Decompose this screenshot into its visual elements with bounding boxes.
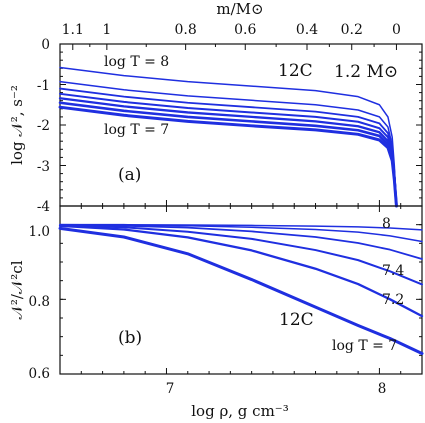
- series-line-b-2: [59, 224, 423, 260]
- y-tick-label: -2: [37, 118, 50, 134]
- panel-label-b: (b): [118, 328, 142, 348]
- series-line-a-2: [59, 87, 398, 207]
- y-tick-label: 0.8: [29, 294, 50, 310]
- x-tick-label: 8: [378, 381, 387, 397]
- top-tick-label: 0.8: [175, 22, 197, 38]
- series-line-a-6: [58, 105, 398, 208]
- top-axis-title: m/M⊙: [216, 0, 263, 18]
- panel-label-a: (a): [118, 165, 141, 185]
- panel-a: 1.1 1 0.8 0.6 0.4 0.2 0 0 -1 -2 -3 -4 lo…: [8, 22, 423, 215]
- x-axis-title: log ρ, g cm⁻³: [191, 402, 288, 420]
- series-line-a-5: [58, 101, 398, 208]
- panel-b-frame: [59, 205, 423, 375]
- curve-label-7-2: 7.2: [382, 292, 404, 308]
- top-tick-label: 0.2: [341, 22, 363, 38]
- top-tick-label: 1: [102, 22, 111, 38]
- top-tick-label: 0: [392, 22, 401, 38]
- panel-a-y-axis-title: log 𝒩², s⁻²: [8, 85, 26, 165]
- y-tick-label: -3: [37, 159, 50, 175]
- series-line-b-4: [58, 224, 424, 318]
- series-line-a-3: [59, 92, 398, 207]
- top-tick-label: 0.6: [234, 22, 256, 38]
- y-tick-label: 0.6: [29, 366, 50, 382]
- species-label: 12C: [278, 61, 313, 81]
- species-label: 12C: [279, 310, 314, 330]
- panel-b-y-axis-title: 𝒩²/𝒩²cl: [8, 260, 26, 319]
- curve-label-log-t-7: log T = 7: [104, 122, 169, 138]
- y-tick-label: -1: [37, 78, 50, 94]
- panel-a-series: [58, 66, 398, 208]
- series-line-b-5: [58, 226, 424, 355]
- x-tick-label: 7: [166, 381, 175, 397]
- curve-label-log-t-8: log T = 8: [104, 54, 169, 70]
- y-tick-label: 0: [41, 37, 50, 53]
- panel-b-ticks: [60, 206, 423, 375]
- top-tick-label: 1.1: [62, 22, 84, 38]
- y-tick-label: -4: [37, 199, 50, 215]
- mass-label: 1.2 M⊙: [334, 62, 398, 82]
- top-tick-label: 0.4: [296, 22, 318, 38]
- curve-label-7-4: 7.4: [382, 263, 404, 279]
- y-tick-label: 1.0: [29, 224, 50, 240]
- curve-label-8: 8: [382, 216, 391, 232]
- panel-b: 1.0 0.8 0.6 7 8 𝒩²/𝒩²cl 8 7.4 7.2 log T …: [8, 205, 424, 397]
- panel-a-top-ticks: [72, 44, 397, 50]
- series-line-b-1: [59, 223, 423, 243]
- panel-b-series: [58, 223, 424, 355]
- series-line-b-3: [59, 224, 423, 286]
- curve-label-log-t-7: log T = 7: [332, 338, 397, 354]
